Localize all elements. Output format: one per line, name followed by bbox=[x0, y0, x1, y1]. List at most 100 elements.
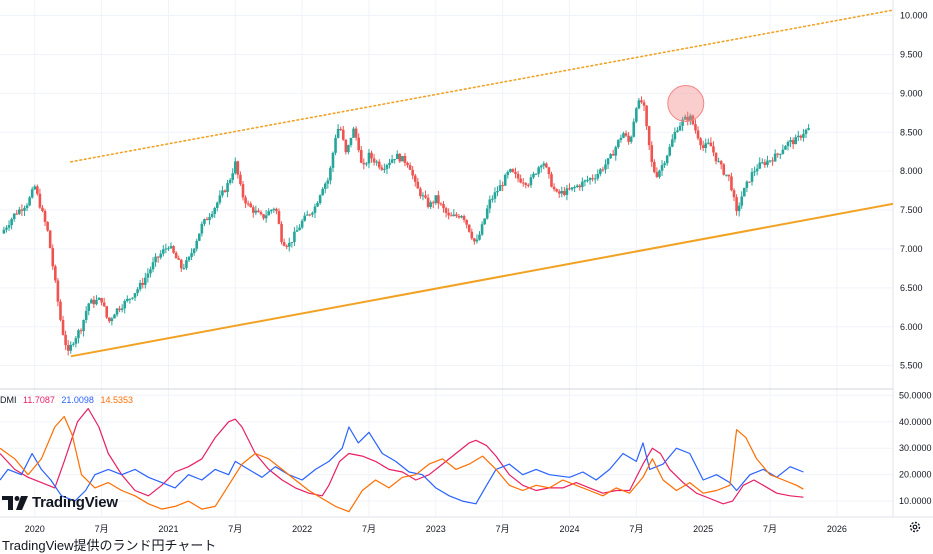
price-tick-label: 10.000 bbox=[900, 11, 928, 21]
candle-body bbox=[624, 133, 628, 136]
candle-body bbox=[411, 169, 414, 176]
candle-body bbox=[455, 214, 458, 216]
candle-body bbox=[300, 220, 304, 228]
candle-body bbox=[390, 159, 394, 163]
candle-body bbox=[496, 191, 499, 193]
candle-body bbox=[113, 314, 116, 319]
candle-body bbox=[465, 219, 468, 225]
candle-body bbox=[23, 208, 26, 211]
candle-body bbox=[257, 210, 260, 213]
candle-body bbox=[97, 297, 101, 300]
candle-body bbox=[30, 189, 34, 198]
candle-body bbox=[408, 165, 412, 170]
candle-body bbox=[424, 195, 427, 198]
candle-body bbox=[275, 208, 278, 212]
candle-body bbox=[105, 306, 109, 318]
candle-body bbox=[511, 169, 515, 173]
candle-body bbox=[709, 142, 713, 147]
dmi-legend[interactable]: DMI 11.7087 21.0098 14.5353 bbox=[0, 395, 137, 405]
candle-body bbox=[15, 213, 19, 215]
candle-body bbox=[161, 249, 165, 254]
candle-body bbox=[377, 161, 381, 168]
highlight-circle[interactable] bbox=[667, 84, 705, 122]
dmi-tick-label: 30.0000 bbox=[899, 443, 932, 453]
candle-body bbox=[707, 142, 710, 144]
candle-body bbox=[586, 180, 589, 182]
candle-body bbox=[642, 102, 646, 106]
candle-body bbox=[154, 256, 157, 263]
candle-body bbox=[501, 185, 504, 187]
candle-body bbox=[231, 173, 235, 180]
candle-body bbox=[658, 170, 661, 177]
candle-body bbox=[678, 125, 682, 131]
time-tick-label: 2024 bbox=[559, 524, 579, 534]
candle-body bbox=[485, 208, 489, 219]
support-trendline bbox=[70, 202, 894, 358]
candle-body bbox=[383, 168, 386, 170]
candle-body bbox=[33, 186, 37, 190]
candle-body bbox=[781, 149, 785, 154]
candle-body bbox=[210, 213, 214, 218]
candle-body bbox=[277, 211, 281, 224]
candle-body bbox=[581, 181, 584, 188]
candle-body bbox=[287, 242, 291, 247]
candles bbox=[2, 96, 810, 356]
dmi-plus-di-line bbox=[0, 426, 804, 505]
candle-body bbox=[413, 175, 417, 182]
candle-body bbox=[269, 210, 273, 212]
candle-body bbox=[596, 173, 600, 179]
candle-body bbox=[131, 297, 134, 299]
candle-body bbox=[251, 207, 255, 213]
candle-body bbox=[568, 188, 571, 190]
candle-body bbox=[295, 230, 299, 232]
time-tick-label: 2020 bbox=[25, 524, 45, 534]
candle-body bbox=[743, 187, 746, 197]
candle-body bbox=[128, 298, 132, 300]
candle-body bbox=[305, 214, 309, 216]
candle-body bbox=[339, 128, 342, 130]
candle-body bbox=[311, 212, 314, 215]
candle-body bbox=[64, 334, 67, 346]
gear-icon[interactable] bbox=[908, 520, 922, 534]
candle-body bbox=[293, 231, 296, 243]
candle-body bbox=[82, 319, 85, 332]
candle-body bbox=[246, 203, 250, 205]
candle-body bbox=[719, 161, 723, 165]
candle-body bbox=[555, 189, 558, 192]
dmi-legend-adx: 11.7087 bbox=[23, 395, 55, 405]
candle-body bbox=[367, 152, 371, 164]
candle-body bbox=[298, 227, 301, 231]
candle-body bbox=[575, 185, 579, 188]
trendlines[interactable] bbox=[70, 9, 894, 358]
candle-body bbox=[375, 161, 378, 163]
candle-body bbox=[90, 299, 93, 304]
candle-body bbox=[264, 215, 268, 219]
candle-body bbox=[259, 212, 263, 215]
tradingview-logo[interactable]: TradingView bbox=[2, 494, 118, 511]
candle-body bbox=[359, 150, 363, 163]
candle-body bbox=[120, 308, 124, 310]
price-tick-label: 9.500 bbox=[900, 49, 923, 59]
candle-body bbox=[763, 162, 767, 165]
time-axis: 2020 7月 2021 7月 2022 7月 2023 7月 2024 7月 2025 7月 2026 bbox=[25, 524, 847, 534]
candle-body bbox=[215, 202, 219, 209]
candle-body bbox=[676, 130, 679, 132]
candle-body bbox=[115, 308, 119, 315]
candle-body bbox=[380, 167, 384, 170]
candle-body bbox=[748, 181, 751, 183]
candle-body bbox=[7, 225, 11, 228]
candle-body bbox=[493, 192, 497, 199]
candle-body bbox=[46, 221, 49, 231]
candle-body bbox=[527, 185, 530, 187]
candle-body bbox=[159, 253, 163, 258]
candle-body bbox=[167, 248, 170, 250]
candle-body bbox=[74, 338, 78, 344]
candle-body bbox=[532, 173, 535, 178]
candle-body bbox=[599, 169, 602, 174]
candle-body bbox=[498, 185, 502, 192]
candle-body bbox=[66, 345, 70, 351]
candle-body bbox=[51, 248, 55, 267]
candle-body bbox=[92, 299, 96, 305]
dmi-legend-minus-di: 14.5353 bbox=[100, 395, 134, 405]
